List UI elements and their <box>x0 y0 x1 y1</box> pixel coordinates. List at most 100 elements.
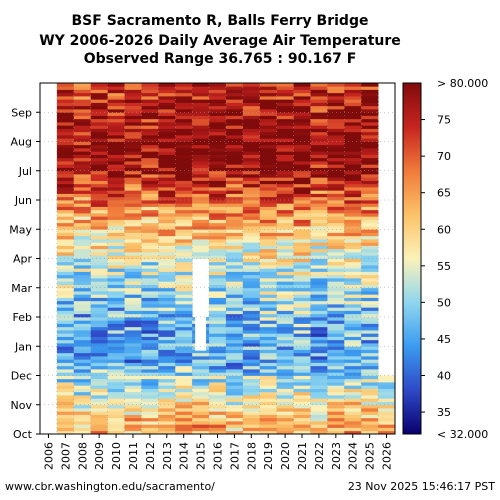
heatmap-cell <box>225 408 244 412</box>
heatmap-cell <box>361 274 379 279</box>
heatmap-cell <box>276 161 294 165</box>
heatmap-cell <box>73 177 92 181</box>
heatmap-cell <box>141 294 159 298</box>
heatmap-cell <box>378 408 396 412</box>
heatmap-cell <box>175 219 193 224</box>
heatmap-cell <box>276 352 294 357</box>
heatmap-cell <box>107 174 125 178</box>
heatmap-cell <box>242 307 261 311</box>
heatmap-cell <box>56 317 75 321</box>
heatmap-cell <box>344 297 362 302</box>
heatmap-cell <box>73 239 92 243</box>
heatmap-cell <box>90 248 109 253</box>
heatmap-cell <box>209 317 227 321</box>
heatmap-cell <box>259 417 278 422</box>
heatmap-cell <box>141 343 159 347</box>
heatmap-cell <box>56 268 75 272</box>
heatmap-cell <box>107 326 125 331</box>
heatmap-cell <box>107 395 125 399</box>
heatmap-cell <box>310 209 328 214</box>
heatmap-cell <box>141 151 159 155</box>
heatmap-cell <box>141 170 159 175</box>
heatmap-cell <box>225 343 244 347</box>
heatmap-cell <box>276 206 294 211</box>
heatmap-cell <box>73 83 92 87</box>
heatmap-cell <box>158 190 176 194</box>
heatmap-cell <box>192 196 210 201</box>
heatmap-cell <box>175 352 193 357</box>
heatmap-cell <box>259 333 278 337</box>
heatmap-cell <box>192 122 210 126</box>
heatmap-cell <box>209 180 227 185</box>
x-tick-label: 2018 <box>245 442 258 470</box>
heatmap-cell <box>361 219 379 224</box>
heatmap-cell <box>276 359 294 363</box>
heatmap-cell <box>158 421 176 425</box>
heatmap-cell <box>141 278 159 282</box>
heatmap-cell <box>361 398 379 402</box>
heatmap-cell <box>276 99 294 103</box>
heatmap-cell <box>242 122 261 126</box>
heatmap-cell <box>107 388 125 393</box>
heatmap-cell <box>107 268 125 272</box>
heatmap-cell <box>158 118 176 123</box>
heatmap-cell <box>124 336 142 341</box>
heatmap-cell <box>259 346 278 350</box>
heatmap-cell <box>259 391 278 396</box>
heatmap-cell <box>327 339 345 344</box>
heatmap-cell <box>56 235 75 240</box>
heatmap-cell <box>259 411 278 415</box>
heatmap-cell <box>327 369 345 373</box>
heatmap-cell <box>192 242 210 246</box>
chart-title-line-3: Observed Range 36.765 : 90.167 F <box>84 51 357 67</box>
heatmap-cell <box>259 310 278 315</box>
heatmap-cell <box>73 157 92 162</box>
heatmap-cell <box>259 320 278 324</box>
heatmap-cell <box>107 362 125 367</box>
heatmap-cell <box>242 398 261 402</box>
heatmap-cell <box>361 378 379 383</box>
heatmap-cell <box>90 385 109 389</box>
heatmap-cell <box>242 382 261 386</box>
heatmap-cell <box>90 336 109 341</box>
heatmap-cell <box>90 330 109 334</box>
heatmap-cell <box>225 304 244 308</box>
heatmap-cell <box>225 424 244 428</box>
heatmap-cell <box>124 177 142 181</box>
heatmap-cell <box>209 343 227 347</box>
heatmap-cell <box>90 135 109 139</box>
y-tick-label: Apr <box>13 253 33 266</box>
heatmap-cell <box>344 83 362 87</box>
y-tick-label: Jan <box>14 340 32 353</box>
heatmap-cell <box>56 382 75 386</box>
heatmap-cell <box>107 421 125 425</box>
heatmap-cell <box>225 268 244 272</box>
heatmap-cell <box>192 112 210 116</box>
heatmap-cell <box>90 128 109 133</box>
heatmap-cell <box>73 193 92 198</box>
heatmap-cell <box>73 222 92 227</box>
heatmap-cell <box>209 294 227 298</box>
heatmap-cell <box>327 105 345 110</box>
heatmap-cell <box>344 375 362 380</box>
heatmap-cell <box>192 226 210 230</box>
heatmap-cell <box>361 109 379 113</box>
heatmap-cell <box>56 313 75 318</box>
heatmap-cell <box>107 125 125 129</box>
heatmap-cell <box>90 356 109 360</box>
heatmap-cell <box>327 284 345 289</box>
heatmap-cell <box>276 391 294 396</box>
heatmap-cell <box>107 151 125 155</box>
heatmap-cell <box>124 128 142 133</box>
heatmap-cell <box>56 281 75 285</box>
heatmap-cell <box>158 242 176 246</box>
heatmap-cell <box>192 193 210 198</box>
y-tick-label: Oct <box>13 428 33 441</box>
heatmap-cell <box>175 408 193 412</box>
heatmap-cell <box>259 122 278 126</box>
heatmap-cell <box>73 174 92 178</box>
heatmap-cell <box>209 336 227 341</box>
heatmap-cell <box>242 369 261 373</box>
heatmap-cell <box>310 255 328 259</box>
heatmap-cell <box>107 135 125 139</box>
